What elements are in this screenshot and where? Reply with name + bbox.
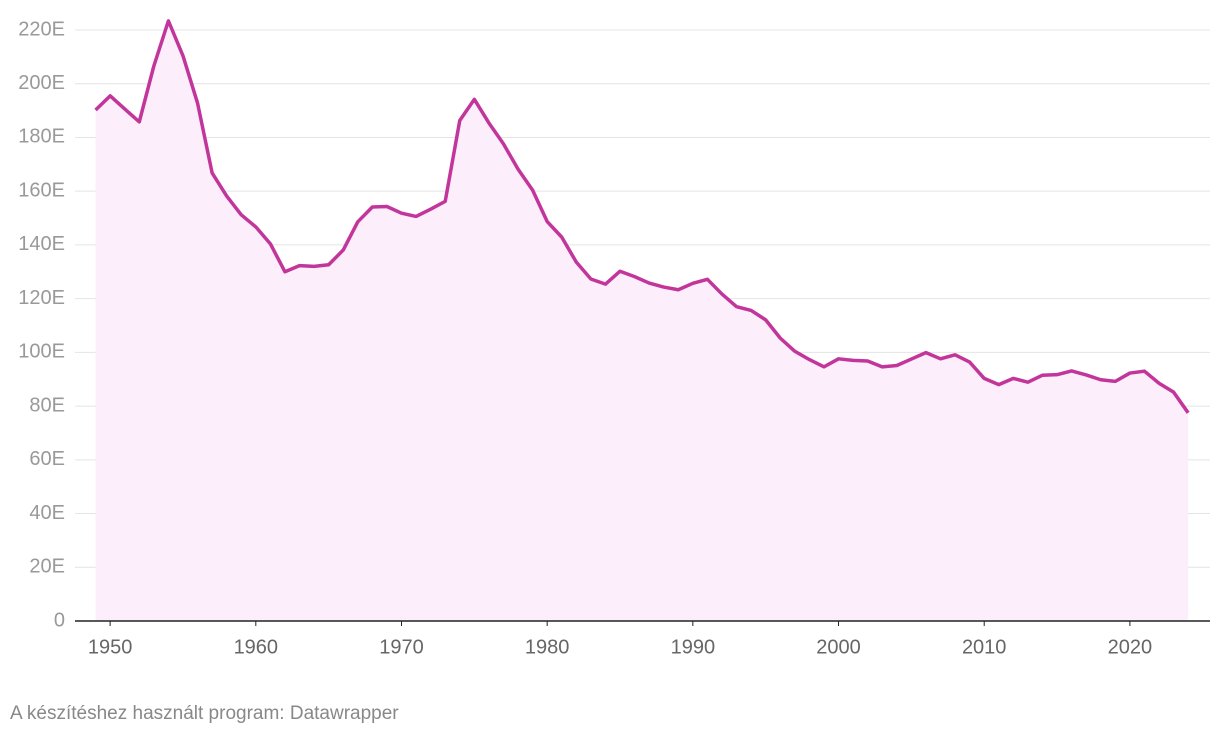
- y-tick-label: 180E: [18, 126, 65, 148]
- y-tick-label: 0: [54, 609, 65, 631]
- y-tick-label: 20E: [29, 556, 65, 578]
- y-tick-label: 60E: [29, 448, 65, 470]
- y-tick-label: 200E: [18, 72, 65, 94]
- x-tick-label: 2000: [816, 636, 861, 658]
- x-tick-label: 2020: [1108, 636, 1153, 658]
- y-tick-label: 160E: [18, 179, 65, 201]
- x-tick-label: 1960: [234, 636, 279, 658]
- y-tick-label: 140E: [18, 233, 65, 255]
- y-tick-label: 220E: [18, 18, 65, 40]
- x-tick-label: 1990: [671, 636, 716, 658]
- area-fill: [95, 20, 1189, 622]
- x-tick-label: 1950: [88, 636, 133, 658]
- y-tick-label: 80E: [29, 394, 65, 416]
- y-tick-label: 100E: [18, 341, 65, 363]
- y-tick-label: 120E: [18, 287, 65, 309]
- x-tick-label: 1980: [525, 636, 570, 658]
- caption: A készítéshez használt program: Datawrap…: [10, 703, 399, 724]
- x-tick-label: 1970: [379, 636, 424, 658]
- y-tick-label: 40E: [29, 502, 65, 524]
- x-tick-label: 2010: [962, 636, 1007, 658]
- line: [94, 19, 1190, 414]
